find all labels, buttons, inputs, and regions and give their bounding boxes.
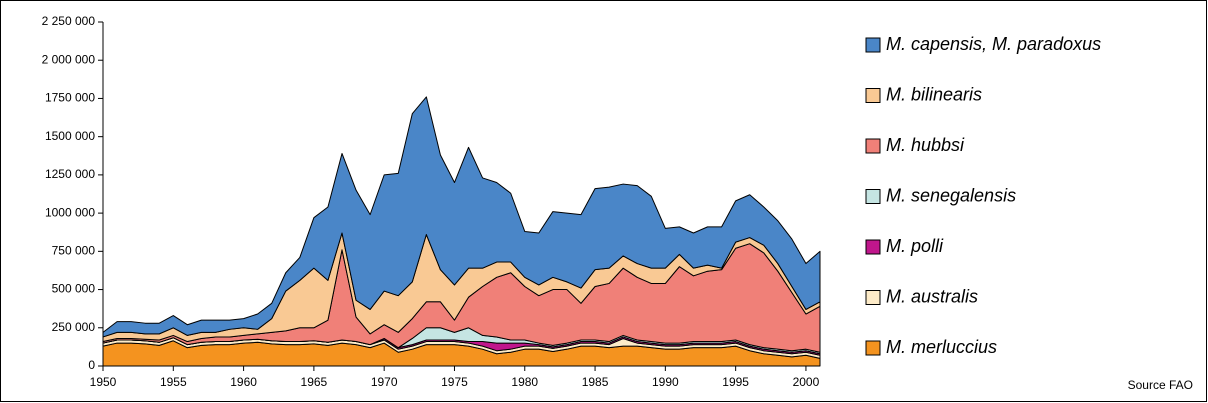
y-tick-label: 2 250 000: [42, 14, 96, 28]
y-tick-label: 250 000: [52, 320, 96, 334]
legend-label: M. australis: [886, 286, 978, 306]
x-tick-label: 1955: [160, 375, 187, 389]
x-tick-label: 1960: [230, 375, 257, 389]
x-tick-label: 1950: [90, 375, 117, 389]
x-tick-label: 1970: [371, 375, 398, 389]
legend-swatch: [865, 189, 881, 204]
x-tick-label: 2000: [793, 375, 820, 389]
x-tick-label: 1995: [722, 375, 749, 389]
x-tick-label: 1975: [441, 375, 468, 389]
legend-swatch: [865, 138, 881, 154]
x-tick-label: 1985: [582, 375, 609, 389]
x-tick-label: 1980: [511, 375, 538, 389]
legend-swatch: [865, 290, 881, 305]
source-note: Source FAO: [1128, 378, 1193, 392]
legend-swatch: [865, 37, 881, 53]
legend-label: M. merluccius: [886, 337, 997, 357]
legend-swatch: [865, 88, 881, 103]
y-tick-label: 0: [88, 358, 95, 372]
y-tick-label: 500 000: [52, 282, 96, 296]
legend-label: M. senegalensis: [886, 185, 1016, 205]
y-tick-label: 1750 000: [45, 91, 95, 105]
legend-swatch: [865, 239, 881, 255]
y-tick-label: 2 000 000: [42, 52, 96, 66]
legend-swatch: [865, 340, 881, 356]
y-tick-label: 1500 000: [45, 129, 95, 143]
legend-label: M. polli: [886, 236, 944, 256]
y-tick-label: 1000 000: [45, 205, 95, 219]
x-tick-label: 1965: [301, 375, 328, 389]
legend-label: M. capensis, M. paradoxus: [886, 34, 1101, 54]
y-tick-label: 750 000: [52, 244, 96, 258]
legend-label: M. bilinearis: [886, 84, 982, 104]
legend-label: M. hubbsi: [886, 135, 965, 155]
area: [102, 96, 821, 338]
x-tick-label: 1990: [652, 375, 679, 389]
y-tick-label: 1250 000: [45, 167, 95, 181]
